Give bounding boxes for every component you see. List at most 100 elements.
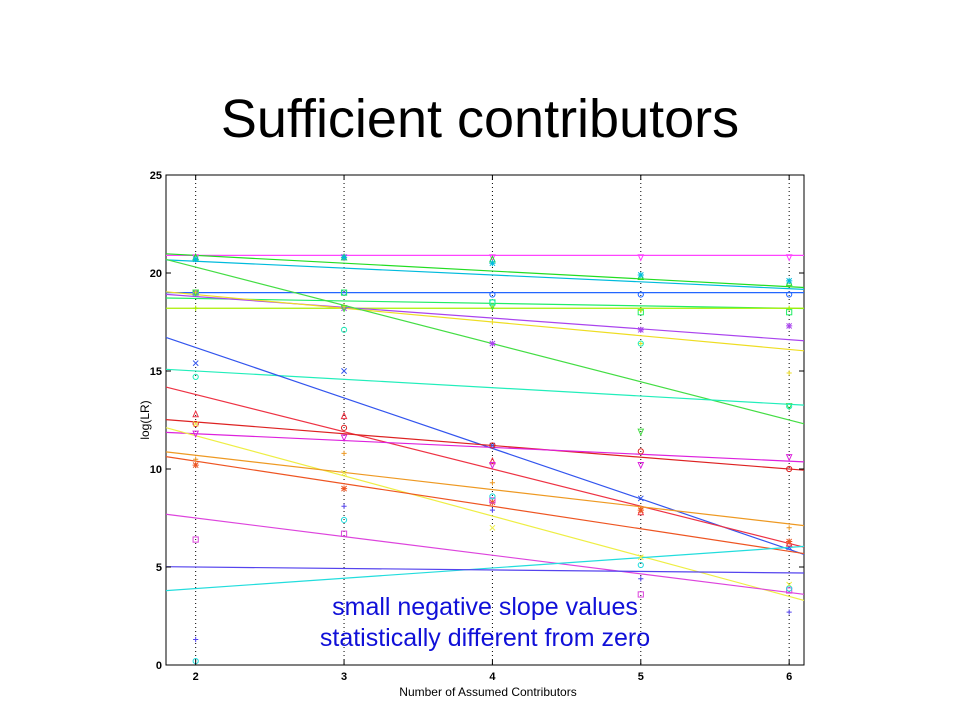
data-point-11-1 xyxy=(340,411,348,420)
data-point-2-2 xyxy=(489,260,496,267)
data-point-9-4 xyxy=(786,403,793,410)
data-point-4-1 xyxy=(340,289,348,296)
annotation-line-2: statistically different from zero xyxy=(319,624,651,652)
fit-line-1 xyxy=(165,253,805,289)
data-point-16-3 xyxy=(637,507,644,514)
data-point-10-0 xyxy=(192,360,199,367)
fit-line-11 xyxy=(165,386,805,548)
axis-ticks: 2 3 4 5 6 0 5 10 15 20 25 xyxy=(150,170,804,683)
data-point-9-0 xyxy=(192,373,199,380)
data-point-8-2 xyxy=(489,303,496,311)
y-tick-label-4: 20 xyxy=(150,268,162,280)
data-point-13-1 xyxy=(340,434,348,442)
data-point-19-3 xyxy=(638,576,644,582)
data-point-12-1 xyxy=(340,424,348,431)
y-tick-label-5: 25 xyxy=(150,170,162,182)
data-point-0-4 xyxy=(785,254,793,262)
data-point-16-2 xyxy=(489,499,496,506)
fit-line-4 xyxy=(165,297,805,310)
data-point-3-2 xyxy=(489,291,496,298)
fit-line-10 xyxy=(165,336,805,555)
data-point-13-2 xyxy=(489,461,496,470)
fit-line-18 xyxy=(165,545,805,592)
fit-line-9 xyxy=(165,368,805,406)
fit-line-15 xyxy=(165,451,805,527)
data-point-7-3 xyxy=(638,340,644,347)
fit-line-2 xyxy=(165,259,805,290)
annotation-line-1: small negative slope values xyxy=(332,593,638,621)
data-point-5-4 xyxy=(786,305,792,311)
data-point-0-3 xyxy=(637,254,645,262)
x-tick-label-3: 5 xyxy=(638,671,644,683)
data-point-17-1 xyxy=(340,530,348,537)
x-tick-label-4: 6 xyxy=(786,671,792,683)
data-point-14-3 xyxy=(637,554,644,561)
x-axis-label: Number of Assumed Contributors xyxy=(399,685,576,699)
data-point-18-3 xyxy=(637,561,644,569)
data-point-13-4 xyxy=(785,454,793,462)
data-point-12-0 xyxy=(192,420,199,428)
fit-line-13 xyxy=(165,431,805,463)
data-point-7-1 xyxy=(341,303,347,309)
slide-title: Sufficient contributors xyxy=(220,89,740,149)
data-point-17-2 xyxy=(489,497,496,504)
data-point-19-2 xyxy=(489,507,496,513)
data-point-15-0 xyxy=(193,456,199,462)
x-tick-label-0: 2 xyxy=(193,671,199,683)
y-tick-label-3: 15 xyxy=(150,366,162,378)
data-point-16-1 xyxy=(340,485,348,492)
y-tick-label-1: 5 xyxy=(156,562,162,574)
data-point-18-1 xyxy=(340,516,348,524)
data-point-14-2 xyxy=(489,524,496,531)
data-point-2-3 xyxy=(637,271,644,279)
data-point-9-2 xyxy=(489,299,496,306)
data-point-16-4 xyxy=(786,538,793,545)
data-point-2-0 xyxy=(192,256,199,263)
data-point-10-3 xyxy=(637,495,644,502)
data-point-15-1 xyxy=(341,450,347,456)
data-point-13-0 xyxy=(192,430,200,439)
data-point-13-3 xyxy=(637,461,645,470)
data-point-15-4 xyxy=(786,525,792,531)
y-tick-label-0: 0 xyxy=(156,660,162,672)
data-point-12-2 xyxy=(489,442,496,449)
data-point-16-0 xyxy=(192,461,199,469)
data-points xyxy=(192,253,793,665)
fit-lines xyxy=(165,253,805,601)
x-tick-label-1: 3 xyxy=(341,671,347,683)
data-point-6-2 xyxy=(489,340,496,347)
y-tick-label-2: 10 xyxy=(150,464,162,476)
data-point-19-4 xyxy=(786,609,792,615)
data-point-11-2 xyxy=(489,456,496,465)
fit-line-12 xyxy=(165,419,805,471)
data-point-5-3 xyxy=(638,307,644,313)
data-point-17-3 xyxy=(637,591,644,598)
data-point-19-1 xyxy=(341,503,347,509)
y-axis-label: log(LR) xyxy=(138,400,152,439)
data-point-9-3 xyxy=(637,340,644,347)
data-point-7-4 xyxy=(786,370,792,376)
annotation: small negative slope values statisticall… xyxy=(250,592,720,654)
data-point-12-4 xyxy=(786,465,793,473)
data-point-9-1 xyxy=(340,326,348,333)
data-point-18-2 xyxy=(489,493,496,500)
fit-line-17 xyxy=(165,513,805,595)
data-point-3-4 xyxy=(786,291,793,298)
data-point-14-0 xyxy=(192,420,199,427)
data-point-8-0 xyxy=(192,289,200,297)
data-point-17-4 xyxy=(786,587,793,594)
data-point-12-3 xyxy=(637,448,644,455)
data-point-2-4 xyxy=(786,277,793,284)
fit-line-19 xyxy=(165,566,805,574)
x-tick-label-2: 4 xyxy=(489,671,496,683)
data-point-15-2 xyxy=(489,480,496,486)
data-point-0-2 xyxy=(489,254,496,262)
data-point-8-3 xyxy=(637,428,645,437)
data-point-18-4 xyxy=(786,585,793,592)
data-point-8-1 xyxy=(340,305,348,313)
data-point-7-2 xyxy=(489,319,496,325)
data-point-19-0 xyxy=(193,636,199,643)
data-point-17-0 xyxy=(192,536,199,543)
data-point-2-1 xyxy=(340,254,348,261)
